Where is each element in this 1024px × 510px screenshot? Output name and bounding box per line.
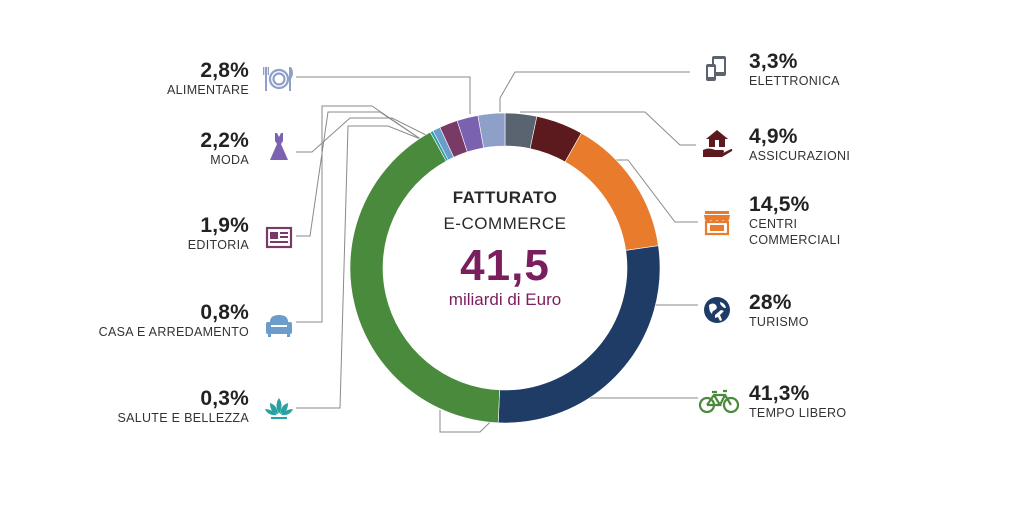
- pct-label: 0,8%: [200, 301, 249, 324]
- center-unit: miliardi di Euro: [448, 290, 562, 309]
- donut-slice-tempo-libero: [349, 131, 500, 424]
- category-label: EDITORIA: [187, 238, 249, 252]
- connector-line: [499, 71, 690, 112]
- armchair-icon: [266, 315, 292, 337]
- connector-line: [296, 117, 433, 153]
- category-label: CASA E ARREDAMENTO: [98, 325, 249, 339]
- label-alimentare: 2,8% ALIMENTARE: [167, 60, 249, 98]
- pct-label: 28%: [749, 291, 792, 314]
- label-assicurazioni: 4,9% ASSICURAZIONI: [749, 126, 850, 164]
- plate-cutlery-icon: [263, 67, 293, 91]
- newspaper-icon: [265, 226, 293, 249]
- center-subtitle: E-COMMERCE: [443, 214, 567, 233]
- pct-label: 4,9%: [749, 125, 798, 148]
- label-tempo-libero: 41,3% TEMPO LIBERO: [749, 383, 846, 421]
- pct-label: 0,3%: [200, 387, 249, 410]
- pct-label: 2,2%: [200, 129, 249, 152]
- donut-slices: [349, 112, 661, 424]
- category-label: ASSICURAZIONI: [749, 149, 851, 163]
- connector-line: [296, 125, 429, 409]
- tablet-phone-icon: [706, 56, 726, 81]
- pct-label: 3,3%: [749, 50, 798, 73]
- lotus-icon: [265, 398, 293, 419]
- donut-slice-alimentare: [477, 112, 506, 149]
- label-elettronica: 3,3% ELETTRONICA: [749, 51, 840, 89]
- label-turismo: 28% TURISMO: [749, 292, 809, 330]
- storefront-icon: [704, 211, 730, 236]
- center-total: 41,5: [460, 241, 550, 290]
- category-label: ALIMENTARE: [167, 83, 249, 97]
- label-casa-e-arredamento: 0,8% CASA E ARREDAMENTO: [99, 302, 249, 340]
- pct-label: 41,3%: [749, 382, 810, 405]
- bicycle-icon: [698, 389, 740, 414]
- connector-line: [296, 76, 471, 114]
- category-label: SALUTE E BELLEZZA: [117, 411, 249, 425]
- label-salute-e-bellezza: 0,3% SALUTE E BELLEZZA: [117, 388, 249, 426]
- pct-label: 14,5%: [749, 193, 810, 216]
- label-centri-commerciali: 14,5% CENTRI COMMERCIALI: [749, 194, 869, 248]
- dress-icon: [270, 133, 288, 160]
- connector-line: [296, 105, 426, 323]
- donut-center-label: FATTURATO E-COMMERCE 41,5 miliardi di Eu…: [400, 188, 610, 310]
- globe-plane-icon: [704, 297, 730, 323]
- pct-label: 2,8%: [200, 59, 249, 82]
- category-label: MODA: [210, 153, 249, 167]
- center-title: FATTURATO: [452, 188, 558, 207]
- category-label: ELETTRONICA: [749, 74, 840, 88]
- category-label: CENTRI COMMERCIALI: [749, 217, 841, 247]
- house-hand-icon: [703, 130, 733, 157]
- category-label: TEMPO LIBERO: [749, 406, 847, 420]
- label-editoria: 1,9% EDITORIA: [188, 215, 249, 253]
- connector-line: [520, 111, 696, 146]
- label-moda: 2,2% MODA: [200, 130, 249, 168]
- pct-label: 1,9%: [200, 214, 249, 237]
- category-label: TURISMO: [749, 315, 809, 329]
